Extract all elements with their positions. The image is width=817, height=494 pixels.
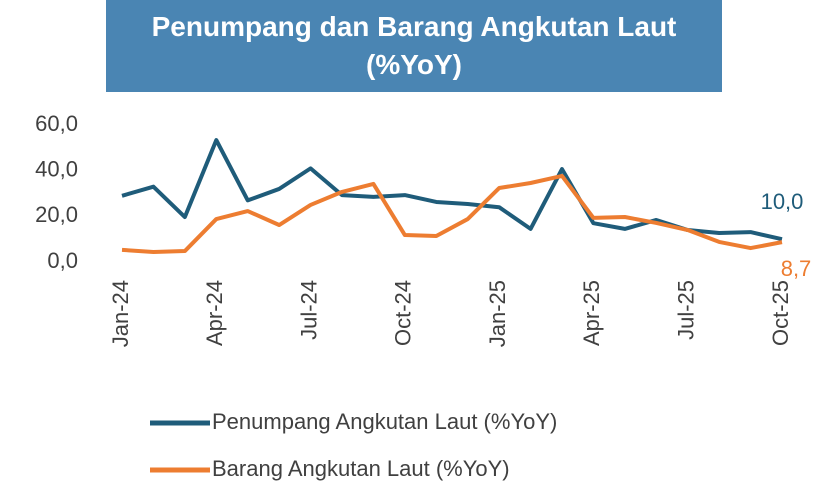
- x-tick-label: Jul-24: [296, 280, 321, 340]
- data-label: 8,7: [781, 256, 812, 281]
- chart-title: Penumpang dan Barang Angkutan Laut (%YoY…: [106, 0, 722, 92]
- x-tick-label: Apr-24: [202, 280, 227, 346]
- legend-label: Barang Angkutan Laut (%YoY): [212, 456, 510, 481]
- x-tick-label: Jan-24: [108, 280, 133, 347]
- y-tick-label: 0,0: [47, 248, 78, 273]
- legend-label: Penumpang Angkutan Laut (%YoY): [212, 409, 557, 434]
- x-tick-label: Oct-25: [768, 280, 793, 346]
- x-tick-label: Jan-25: [485, 280, 510, 347]
- data-label: 10,0: [761, 189, 804, 214]
- x-tick-label: Jul-25: [674, 280, 699, 340]
- y-tick-label: 60,0: [35, 111, 78, 136]
- y-tick-label: 20,0: [35, 202, 78, 227]
- series-line: [121, 138, 783, 242]
- y-tick-label: 40,0: [35, 156, 78, 181]
- x-tick-label: Oct-24: [391, 280, 416, 346]
- series-line: [121, 173, 783, 254]
- x-tick-label: Apr-25: [579, 280, 604, 346]
